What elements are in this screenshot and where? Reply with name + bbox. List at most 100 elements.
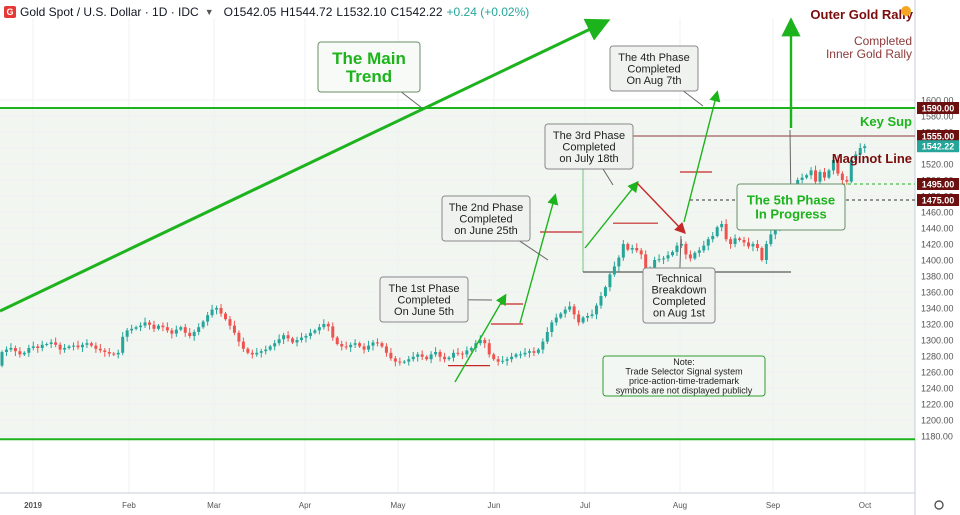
inner-rally-label: Inner Gold Rally	[826, 47, 912, 61]
time-tick-label: 2019	[24, 501, 42, 510]
candle-body	[720, 224, 724, 228]
candle-body	[608, 274, 612, 288]
candle-body	[63, 348, 67, 350]
candle-body	[31, 346, 35, 348]
candle-body	[344, 346, 348, 348]
candle-body	[89, 343, 93, 346]
candle-body	[112, 353, 116, 355]
candle-body	[416, 354, 420, 357]
settings-gear-icon	[934, 500, 944, 510]
price-tick-label: 1280.00	[921, 352, 954, 362]
candle-body	[729, 239, 733, 244]
candle-body	[514, 354, 518, 357]
price-tick-label: 1460.00	[921, 208, 954, 218]
time-tick-label: Aug	[673, 501, 687, 510]
candle-body	[148, 322, 152, 325]
symbol-logo-icon: G	[4, 6, 16, 18]
price-tag-label: 1542.22	[922, 142, 955, 152]
chart-header: G Gold Spot / U.S. Dollar · 1D · IDC ▼ O…	[4, 4, 529, 20]
phase2-label-line: Completed	[459, 213, 512, 225]
candle-body	[326, 324, 330, 327]
price-tick-label: 1520.00	[921, 160, 954, 170]
candle-body	[407, 359, 411, 362]
candle-body	[94, 345, 98, 349]
candle-body	[644, 254, 648, 272]
time-tick-label: Mar	[207, 501, 221, 510]
main-trend-label-box	[317, 41, 421, 93]
time-tick-label: Apr	[299, 501, 312, 510]
time-tick-label: Jul	[580, 501, 590, 510]
candle-body	[760, 248, 764, 260]
candle-body	[259, 351, 263, 353]
candle-body	[179, 327, 183, 330]
candle-body	[599, 296, 603, 306]
price-tick-label: 1220.00	[921, 400, 954, 410]
candle-body	[291, 338, 295, 343]
candle-body	[411, 356, 415, 360]
candle-body	[331, 326, 335, 338]
candle-body	[814, 170, 818, 182]
inner-rally-label: Completed	[854, 34, 912, 48]
outer-rally-label: Outer Gold Rally	[810, 7, 913, 22]
candle-body	[54, 342, 58, 345]
price-tick-label: 1440.00	[921, 224, 954, 234]
phase5-label-box	[736, 183, 846, 231]
candle-body	[215, 308, 219, 310]
candle-body	[72, 345, 76, 347]
price-tag	[917, 194, 959, 206]
phase3-arrow	[584, 180, 639, 249]
price-tag	[917, 140, 959, 153]
candle-body	[174, 329, 178, 334]
candle-body	[501, 360, 505, 362]
price-tag	[917, 102, 959, 114]
candle-body	[568, 306, 572, 310]
candle-body	[340, 344, 344, 347]
candle-body	[434, 352, 438, 355]
candle-body	[572, 306, 576, 315]
candle-body	[456, 352, 460, 354]
candle-body	[219, 308, 223, 314]
chevron-down-icon[interactable]: ▼	[204, 7, 214, 17]
price-tick-label: 1340.00	[921, 304, 954, 314]
note-box-box	[602, 355, 766, 397]
candle-body	[389, 352, 393, 359]
candle-body	[590, 314, 594, 316]
candle-body	[666, 255, 670, 259]
candle-body	[863, 146, 867, 148]
candle-body	[0, 352, 4, 366]
price-tick-label: 1260.00	[921, 368, 954, 378]
phase5-label-line: The 5th Phase	[747, 193, 835, 208]
symbol-title[interactable]: Gold Spot / U.S. Dollar · 1D · IDC	[20, 5, 199, 19]
candle-body	[58, 344, 62, 350]
candle-body	[451, 352, 455, 358]
candle-body	[143, 322, 147, 326]
technical-label-line: Technical	[656, 273, 702, 285]
candle-body	[532, 351, 536, 353]
technical-label-line: Completed	[652, 296, 705, 308]
price-tick-label: 1300.00	[921, 336, 954, 346]
candle-body	[764, 244, 768, 260]
phase2-arrow	[519, 193, 559, 324]
technical-label-box	[642, 267, 716, 324]
candle-body	[268, 346, 272, 350]
candle-body	[206, 315, 210, 322]
candle-body	[13, 348, 17, 352]
candle-body	[335, 337, 339, 344]
candle-body	[228, 319, 232, 326]
candle-body	[854, 154, 858, 160]
candle-body	[755, 244, 759, 248]
candle-body	[603, 287, 607, 296]
ohlc-high: H1544.72	[280, 5, 333, 19]
phase4-label-box	[609, 45, 699, 92]
candle-body	[232, 325, 236, 333]
time-tick-label: May	[390, 501, 405, 510]
candle-body	[845, 180, 849, 182]
price-tag-label: 1555.00	[922, 132, 955, 142]
candle-body	[250, 352, 254, 355]
candle-body	[286, 335, 290, 339]
candle-body	[161, 325, 165, 328]
candle-body	[170, 330, 174, 334]
candle-body	[152, 324, 156, 329]
candle-body	[49, 342, 53, 344]
